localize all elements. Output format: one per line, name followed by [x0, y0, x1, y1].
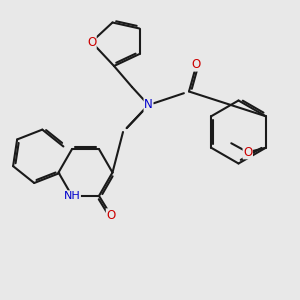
Text: NH: NH [64, 191, 80, 201]
Text: N: N [144, 98, 153, 112]
Text: O: O [192, 58, 201, 71]
Text: O: O [243, 146, 252, 159]
Text: O: O [106, 209, 116, 222]
Text: O: O [87, 35, 96, 49]
